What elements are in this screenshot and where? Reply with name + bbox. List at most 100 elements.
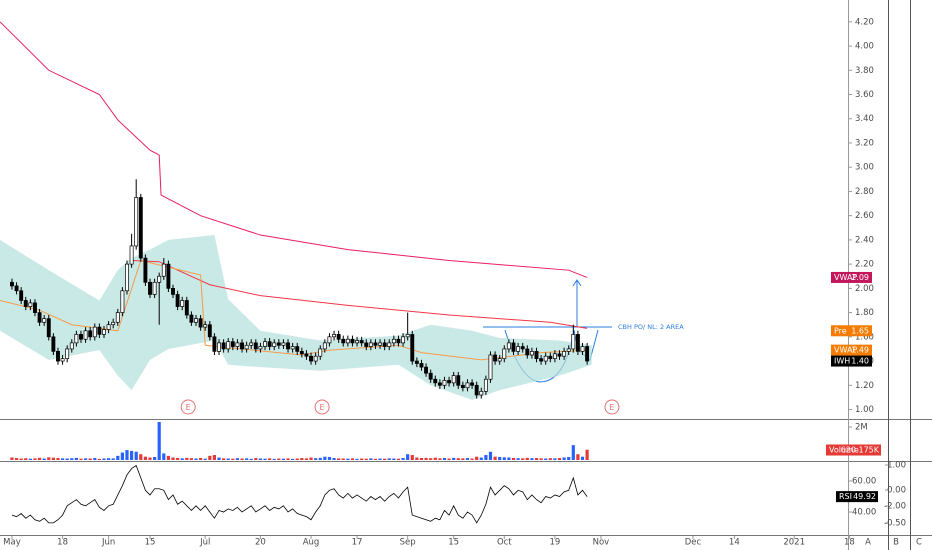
volume-bar	[318, 457, 322, 460]
candle-body	[571, 334, 576, 350]
volume-bar	[511, 458, 516, 460]
candle-body	[336, 334, 341, 340]
candle-body	[129, 245, 134, 265]
volume-bar	[235, 458, 240, 460]
candle-body	[37, 312, 42, 323]
candle-body	[10, 281, 14, 287]
volume-bar	[272, 458, 276, 460]
x-tick-label: 15	[145, 538, 156, 548]
candle-body	[391, 338, 396, 344]
volume-bar	[70, 458, 74, 460]
candle-body	[437, 382, 442, 386]
volume-bar	[314, 458, 318, 460]
scale-button[interactable]: C	[916, 538, 922, 548]
candle-body	[506, 342, 511, 350]
candle-body	[143, 257, 148, 283]
annotation: CBH PO/ NL: 2 AREA	[618, 323, 684, 331]
volume-bar	[442, 458, 447, 460]
volume-bar	[93, 458, 97, 460]
candle-body	[88, 330, 93, 338]
rsi-tick-label: 40.00	[852, 507, 876, 517]
volume-bar	[424, 457, 428, 460]
volume-bar	[245, 458, 249, 460]
scale-button[interactable]: A	[865, 538, 871, 548]
volume-bar	[571, 445, 575, 460]
volume-bar	[171, 457, 175, 460]
candle-body	[309, 355, 313, 362]
candle-body	[138, 197, 143, 259]
candle-body	[240, 342, 244, 350]
candle-body	[387, 342, 392, 347]
x-tick-label: Dec	[685, 538, 702, 548]
volume-bar	[176, 458, 180, 460]
candle-body	[92, 326, 97, 338]
candle-body	[74, 334, 79, 344]
volume-bar	[65, 458, 69, 460]
x-tick-label: Nov	[593, 538, 610, 548]
volume-bar	[488, 451, 493, 460]
rsi-label-name: RSI	[839, 492, 852, 501]
candle-body	[465, 382, 470, 389]
volume-bar	[125, 450, 129, 460]
volume-bar	[295, 458, 299, 460]
candle-body	[405, 334, 410, 338]
candle-body	[286, 342, 290, 350]
volume-bar	[392, 458, 396, 460]
volume-bar	[120, 452, 124, 460]
volume-bar	[383, 458, 387, 460]
candle-body	[313, 355, 318, 362]
x-tick-label: 20	[255, 538, 266, 548]
y-tick-label: 1.00	[855, 405, 874, 415]
y-tick-label: 3.40	[855, 114, 874, 124]
candle-body	[207, 324, 212, 338]
aux-tick-label: -0.50	[884, 519, 906, 529]
candle-body	[341, 338, 346, 344]
vwap-line	[0, 21, 588, 278]
earnings-marker	[314, 399, 330, 415]
candle-body	[479, 390, 484, 396]
volume-bar	[341, 458, 345, 460]
candle-body	[359, 340, 364, 344]
volume-bar	[300, 458, 304, 460]
volume-bar	[479, 457, 483, 460]
volume-bar	[47, 457, 51, 460]
volume-bar	[212, 455, 217, 460]
candle-body	[364, 342, 369, 347]
x-tick-label: 15	[448, 538, 459, 548]
volume-tick-label: 2M	[855, 422, 868, 432]
candle-body	[28, 302, 33, 307]
y-tick-label: 3.20	[855, 138, 874, 148]
x-tick-label: Aug	[303, 538, 320, 548]
volume-bar	[373, 458, 378, 460]
candle-body	[111, 321, 116, 326]
y-tick-label: 1.60	[855, 332, 874, 342]
candle-body	[184, 300, 189, 316]
volume-bar	[162, 453, 166, 460]
candle-body	[327, 336, 332, 344]
volume-bar	[42, 458, 46, 460]
volume-bar	[309, 457, 313, 460]
x-tick-label: Jun	[101, 538, 115, 548]
volume-bar	[51, 457, 55, 460]
volume-bar	[475, 456, 479, 460]
volume-label-box	[826, 444, 881, 456]
volume-bar	[153, 457, 157, 460]
candle-body	[65, 348, 70, 359]
volume-bar	[498, 457, 502, 460]
aux-tick-label: 0.00	[887, 485, 906, 495]
earnings-label: E	[186, 403, 191, 412]
price-label-value: 1.49	[851, 346, 869, 355]
volume-bar	[332, 458, 336, 460]
candle-body	[378, 342, 383, 346]
price-label-name: VWAP	[834, 273, 857, 282]
volume-label-name: Volume	[829, 446, 859, 455]
volume-bar	[438, 458, 442, 460]
candle-body	[322, 342, 327, 350]
volume-bar	[217, 457, 221, 460]
candle-body	[253, 342, 258, 350]
y-tick-label: 4.00	[855, 42, 874, 52]
candle-body	[235, 342, 240, 347]
x-tick-label: Oct	[497, 538, 512, 548]
candle-body	[249, 342, 254, 346]
scale-button[interactable]: B	[893, 538, 899, 548]
